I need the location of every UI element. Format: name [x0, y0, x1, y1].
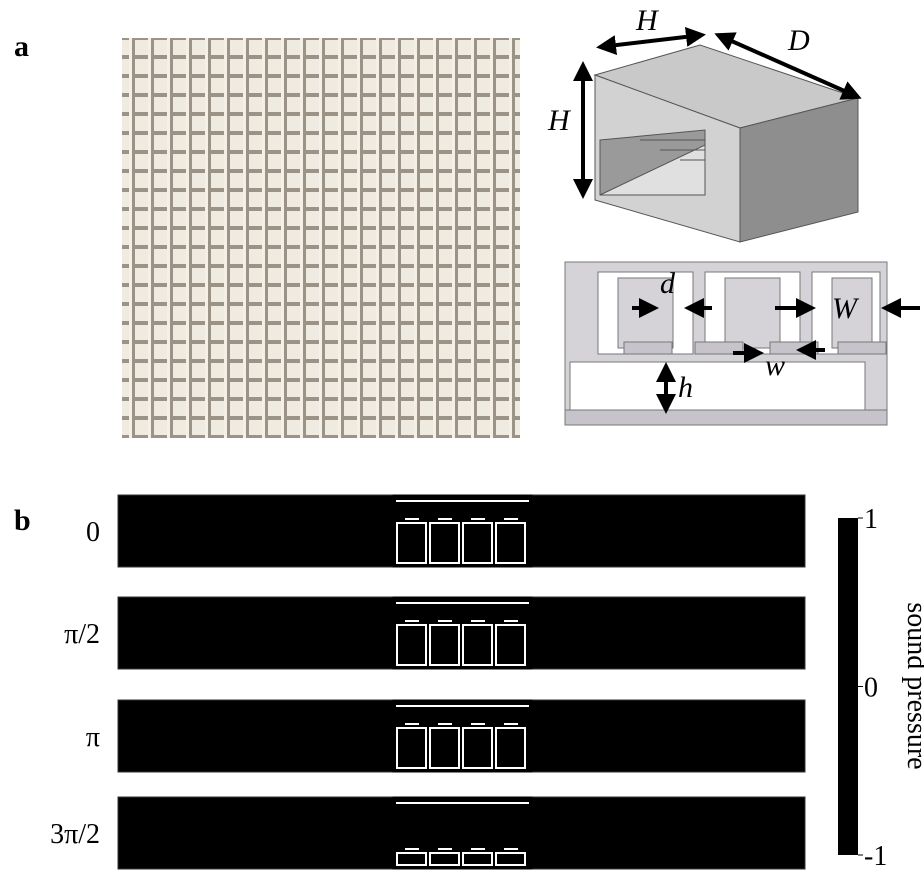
colorbar-tick-label: -1 [864, 841, 887, 872]
cell [430, 853, 459, 865]
cell [463, 728, 492, 768]
cell [397, 625, 426, 665]
cell [463, 523, 492, 563]
colorbar-tick-label: 0 [864, 673, 878, 704]
dim-label: H [547, 104, 572, 137]
colorbar-label: sound pressure [901, 602, 924, 769]
dim-label: h [678, 371, 693, 404]
box-3d [595, 45, 858, 242]
cell [397, 523, 426, 563]
cell [397, 853, 426, 865]
cell [430, 625, 459, 665]
dim-label: W [832, 292, 860, 325]
photo-tint [122, 38, 520, 438]
colorbar-tick-label: 1 [864, 504, 878, 535]
cell [463, 625, 492, 665]
cross-section [565, 262, 887, 425]
cell [496, 728, 525, 768]
colorbar [838, 518, 858, 855]
dim-label: D [787, 24, 810, 57]
phase-label: π/2 [64, 619, 100, 650]
dim-label: H [635, 4, 660, 37]
dim-label: w [765, 349, 785, 382]
cell [430, 728, 459, 768]
cell [496, 853, 525, 865]
cell [430, 523, 459, 563]
phase-label: 0 [86, 517, 100, 548]
cell [397, 728, 426, 768]
cell [496, 523, 525, 563]
cell [496, 625, 525, 665]
phase-label: π [86, 722, 100, 753]
panel-label: b [14, 504, 31, 537]
figure: a H D H d W w h b 0 π/2 π 3π/2 1 0 -1 sound pre… [0, 0, 924, 873]
dim-label: d [660, 267, 676, 300]
phase-label: 3π/2 [50, 819, 100, 850]
cell [463, 853, 492, 865]
panel-label: a [14, 30, 29, 63]
